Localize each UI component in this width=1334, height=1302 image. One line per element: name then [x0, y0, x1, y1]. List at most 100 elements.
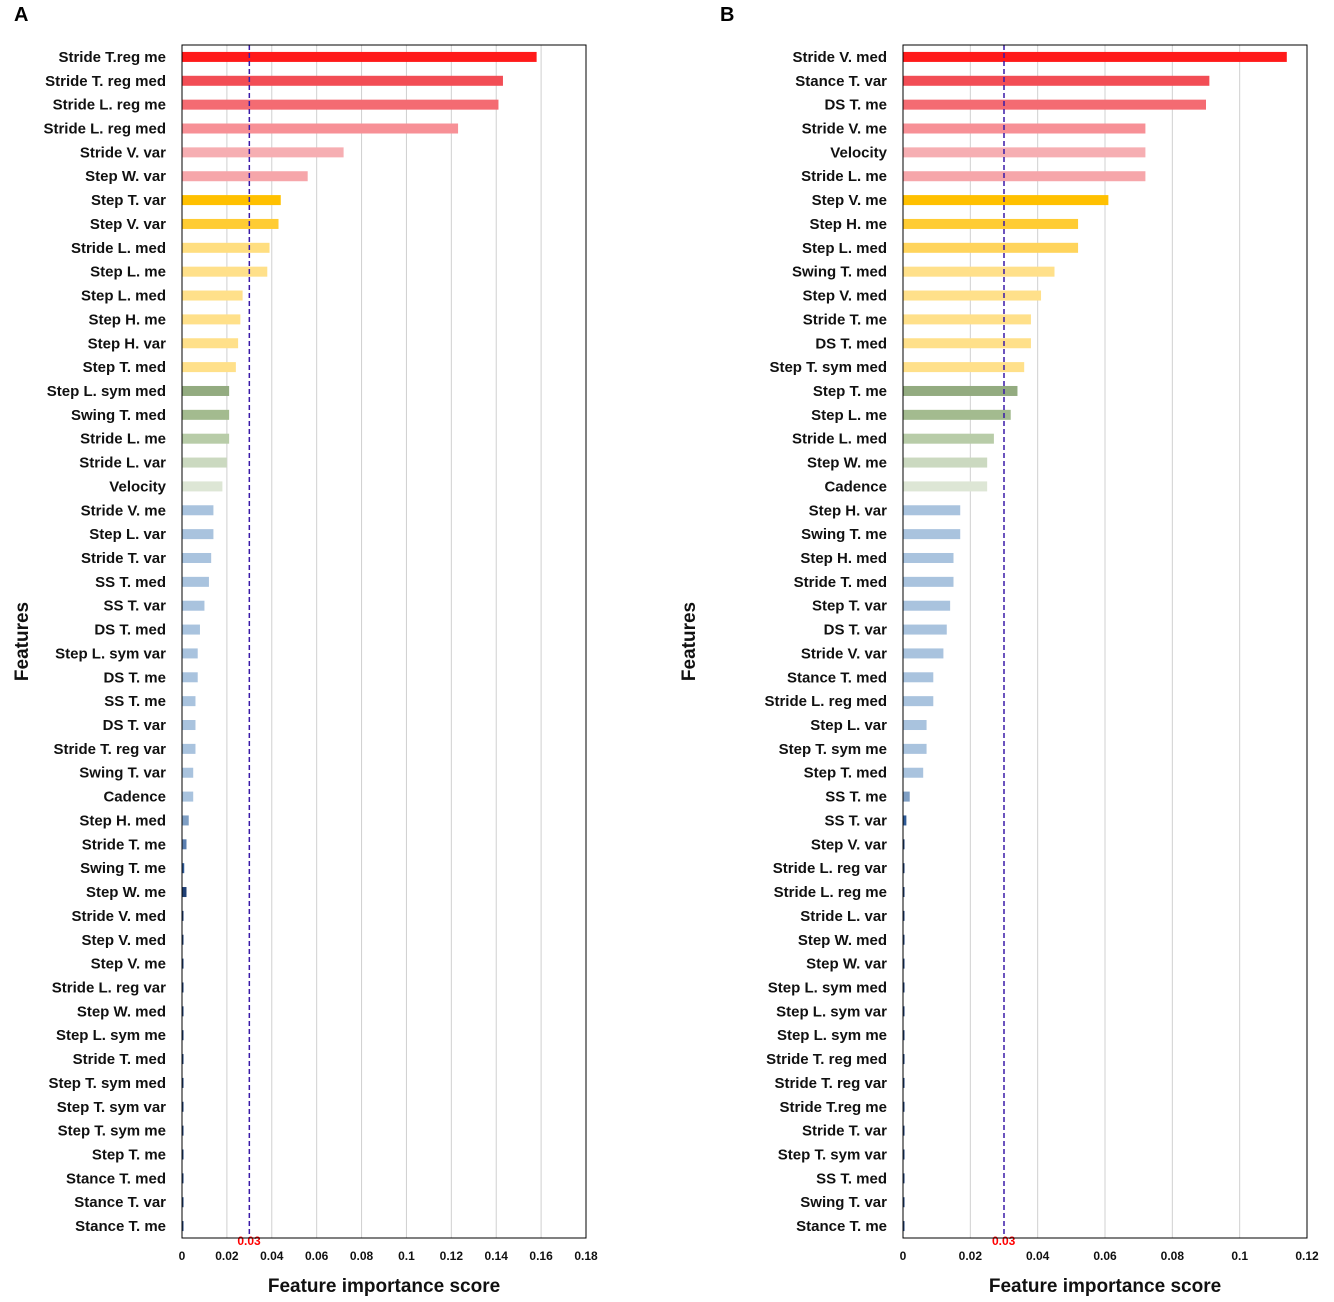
- chart-a-x-tick-label: 0.1: [398, 1249, 415, 1263]
- chart-b-x-tick-label: 0.08: [1161, 1249, 1185, 1263]
- chart-b-category-label: Step T. var: [812, 598, 887, 615]
- chart-a-bar: [182, 385, 230, 396]
- chart-b-bar: [903, 481, 988, 492]
- chart-a-category-label: Stride L. reg var: [52, 979, 166, 996]
- chart-b-category-label: Stride T.reg me: [779, 1099, 887, 1116]
- chart-a-bar: [182, 1197, 184, 1208]
- chart-a-category-label: Step L. sym var: [55, 645, 166, 662]
- chart-b-category-label: Stride L. reg med: [764, 693, 887, 710]
- chart-a-bar: [182, 457, 227, 468]
- chart-a-category-label: Stride L. reg med: [43, 121, 166, 138]
- chart-b-bar: [903, 648, 944, 659]
- chart-a-category-label: Step T. sym med: [48, 1075, 166, 1092]
- chart-a-category-label: Stride L. med: [71, 240, 166, 257]
- chart-a-category-label: Stride L. var: [79, 455, 166, 472]
- chart-b-threshold-label: 0.03: [992, 1234, 1016, 1248]
- chart-b-category-label: Stance T. me: [796, 1218, 887, 1235]
- chart-b-bar: [903, 266, 1055, 277]
- chart-a-bar: [182, 887, 187, 898]
- chart-b-category-label: Stride L. reg me: [774, 884, 887, 901]
- chart-b-bar: [903, 1077, 905, 1088]
- chart-b-category-label: Stride T. reg med: [766, 1051, 887, 1068]
- chart-b-category-label: Step T. sym var: [778, 1146, 887, 1163]
- chart-b-bar: [903, 147, 1146, 158]
- chart-b-category-label: Stance T. med: [787, 669, 887, 686]
- chart-a-category-label: SS T. var: [103, 598, 166, 615]
- chart-a-category-label: Step W. var: [85, 168, 166, 185]
- chart-a-category-label: Stance T. med: [66, 1170, 166, 1187]
- chart-a-bar: [182, 147, 344, 158]
- chart-b-bar: [903, 1125, 905, 1136]
- chart-a-bar: [182, 720, 196, 731]
- chart-b-plot-frame: [902, 44, 1308, 1239]
- chart-b-bar: [903, 195, 1109, 206]
- chart-a-bar: [182, 743, 196, 754]
- chart-b-bar: [903, 1221, 905, 1232]
- chart-a-bar: [182, 338, 239, 349]
- chart-b-category-label: Step T. me: [813, 383, 887, 400]
- chart-b-category-label: Swing T. var: [800, 1194, 887, 1211]
- chart-a-category-label: Stride V. me: [81, 502, 166, 519]
- chart-a-category-label: Stride T.reg me: [58, 49, 166, 66]
- chart-b-bar: [903, 457, 988, 468]
- chart-b-category-label: Stride L. med: [792, 431, 887, 448]
- chart-b-bar: [903, 1006, 905, 1017]
- chart-a-category-label: SS T. med: [95, 574, 166, 591]
- chart-b-bar: [903, 218, 1079, 229]
- chart-b-bar: [903, 600, 951, 611]
- chart-a-category-label: Step V. med: [82, 932, 166, 949]
- chart-a-bar: [182, 505, 214, 516]
- chart-b-bar: [903, 171, 1146, 182]
- chart-a-x-tick-label: 0.06: [305, 1249, 329, 1263]
- chart-a-bar: [182, 934, 184, 945]
- chart-a-bar: [182, 1101, 184, 1112]
- chart-a-bar: [182, 1030, 184, 1041]
- chart-a-bar: [182, 576, 209, 587]
- chart-a-bar: [182, 218, 279, 229]
- chart-b-category-label: Stride L. var: [800, 908, 887, 925]
- chart-b-x-tick-label: 0.04: [1026, 1249, 1050, 1263]
- chart-a-bar: [182, 99, 499, 110]
- chart-b-bar: [903, 887, 905, 898]
- chart-a-category-label: Step L. var: [89, 526, 166, 543]
- chart-b-category-label: Step W. med: [798, 932, 887, 949]
- chart-a-y-axis-title: Features: [12, 602, 33, 681]
- chart-b-category-label: Step L. sym med: [768, 979, 887, 996]
- chart-a-category-label: Stride T. reg var: [53, 741, 166, 758]
- chart-b-bar: [903, 409, 1011, 420]
- chart-a-bar: [182, 481, 223, 492]
- chart-a-bar: [182, 839, 187, 850]
- chart-b-category-label: Stride T. me: [803, 311, 887, 328]
- chart-b-bar: [903, 433, 994, 444]
- chart-a-bar: [182, 51, 537, 62]
- chart-a-bar: [182, 648, 198, 659]
- chart-a-category-label: Step W. med: [77, 1003, 166, 1020]
- chart-a-x-tick-label: 0.08: [350, 1249, 374, 1263]
- chart-a-category-label: Step L. sym med: [47, 383, 166, 400]
- chart-a-category-label: DS T. med: [94, 622, 166, 639]
- chart-b-category-label: SS T. var: [824, 812, 887, 829]
- chart-a-category-label: Stride L. reg me: [53, 97, 166, 114]
- chart-a-bar: [182, 314, 241, 325]
- chart-b-bar: [903, 1149, 905, 1160]
- chart-b-category-label: Stride T. var: [802, 1123, 887, 1140]
- chart-b-category-label: Step H. med: [800, 550, 887, 567]
- chart-b-bar: [903, 910, 905, 921]
- chart-a-category-label: Stride T. me: [82, 836, 166, 853]
- chart-b-category-label: Step V. me: [812, 192, 887, 209]
- chart-b-category-label: DS T. me: [824, 97, 887, 114]
- chart-a-bar: [182, 1054, 184, 1065]
- chart-b-category-label: SS T. med: [816, 1170, 887, 1187]
- chart-b-bar: [903, 362, 1025, 373]
- chart-b-bar: [903, 290, 1042, 301]
- chart-a-category-label: Step H. med: [79, 812, 166, 829]
- chart-a-x-tick-label: 0.14: [485, 1249, 509, 1263]
- chart-a-category-label: DS T. me: [103, 669, 166, 686]
- chart-a-category-label: SS T. me: [104, 693, 166, 710]
- chart-b-bar: [903, 576, 954, 587]
- chart-b-category-label: Step T. med: [804, 765, 887, 782]
- chart-a-bar: [182, 815, 189, 826]
- chart-a-bar: [182, 600, 205, 611]
- chart-b-bar: [903, 123, 1146, 134]
- chart-b-category-label: Step H. var: [809, 502, 888, 519]
